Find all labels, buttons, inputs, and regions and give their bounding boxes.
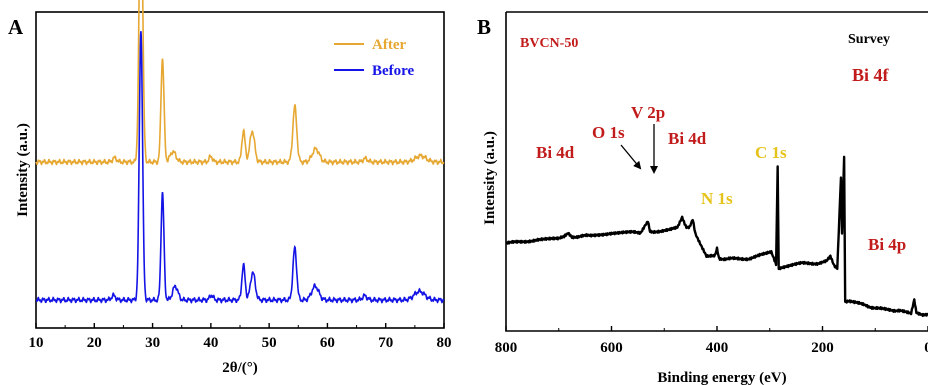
panel-b-y-axis-label: Intensity (a.u.) (482, 131, 498, 225)
panel-a-x-tick-label: 80 (437, 335, 452, 351)
panel-b-x-tick-label: 400 (706, 340, 729, 356)
panel-b: B 800 600 400 200 0 Binding energy (eV) Inte… (477, 11, 928, 385)
panel-a-y-axis-label: Intensity (a.u.) (15, 123, 31, 217)
panel-a-x-tick-label: 60 (320, 335, 335, 351)
panel-a-letter: A (8, 15, 24, 39)
xps-survey-line (505, 155, 928, 318)
panel-a-series-group (35, 0, 445, 304)
panel-b-x-tick-label: 800 (495, 340, 518, 356)
panel-b-plot-frame (505, 11, 928, 332)
xrd-line-before (35, 31, 445, 304)
legend-after-label: After (372, 37, 406, 53)
panel-a-x-tick-label: 50 (262, 335, 277, 351)
survey-label: Survey (848, 32, 890, 47)
panel-a-plot-frame (35, 11, 445, 329)
annotation-bi-4d-right: Bi 4d (668, 129, 707, 148)
panel-b-x-axis-label: Binding energy (eV) (657, 370, 786, 385)
panel-b-x-tick-label: 0 (924, 340, 928, 356)
panel-a: A 10 20 30 40 50 60 70 80 2θ/(°) Intensity (a.u… (8, 0, 452, 376)
o-1s-arrow (620, 144, 642, 170)
annotation-n-1s: N 1s (701, 189, 733, 208)
xrd-line-after (35, 0, 445, 166)
annotation-bi-4d-left: Bi 4d (536, 143, 575, 162)
panel-b-letter: B (477, 15, 491, 39)
panel-a-x-tick-label: 20 (87, 335, 102, 351)
panel-a-x-tick-label: 30 (145, 335, 160, 351)
panel-a-x-tick-label: 40 (203, 335, 218, 351)
panel-a-legend: After Before (334, 37, 415, 79)
panel-a-x-tick-label: 70 (378, 335, 393, 351)
annotation-v-2p: V 2p (631, 103, 665, 122)
annotation-bi-4p: Bi 4p (868, 235, 906, 254)
annotation-c-1s: C 1s (755, 143, 787, 162)
sample-label: BVCN-50 (520, 36, 578, 51)
legend-before-label: Before (372, 63, 415, 79)
panel-a-x-ticks: 10 20 30 40 50 60 70 80 (29, 323, 452, 351)
annotation-o-1s: O 1s (592, 123, 625, 142)
panel-b-x-ticks: 800 600 400 200 0 (495, 326, 928, 356)
panel-a-x-tick-label: 10 (29, 335, 44, 351)
annotation-bi-4f: Bi 4f (852, 65, 890, 85)
panel-b-x-tick-label: 200 (811, 340, 834, 356)
panel-b-series-group (505, 155, 928, 318)
panel-b-x-tick-label: 600 (600, 340, 623, 356)
panel-a-x-axis-label: 2θ/(°) (222, 360, 258, 376)
